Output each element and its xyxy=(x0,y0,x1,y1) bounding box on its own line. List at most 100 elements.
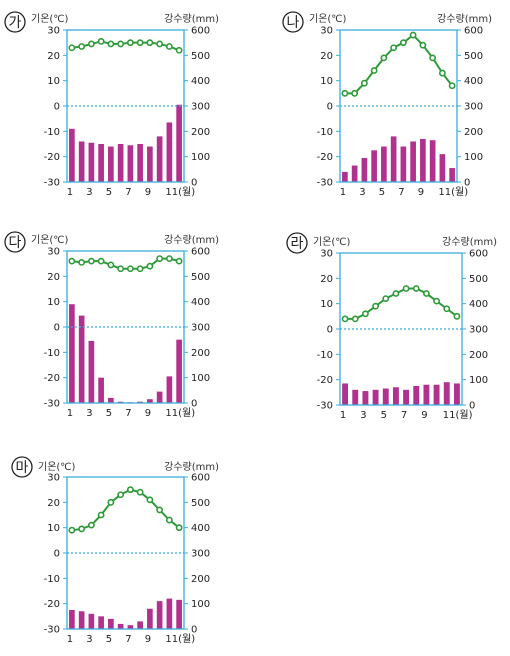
temp-tick-label: -10 xyxy=(317,127,333,138)
month-tick-label: 1 xyxy=(67,408,73,419)
temperature-point xyxy=(107,498,115,506)
temperature-point xyxy=(429,54,437,62)
precip-bar xyxy=(439,154,446,182)
temp-tick-label: 0 xyxy=(54,102,60,113)
temperature-point xyxy=(117,491,125,499)
temperature-point xyxy=(126,265,134,273)
precip-bar xyxy=(392,387,399,405)
temperature-point xyxy=(341,315,349,323)
precip-bar xyxy=(342,171,348,182)
precip-tick-label: 400 xyxy=(191,297,210,308)
temperature-point xyxy=(156,255,164,262)
precip-tick-label: 400 xyxy=(191,76,210,87)
precip-bar xyxy=(147,146,153,182)
precip-tick-label: 400 xyxy=(464,76,483,87)
precip-tick-label: 0 xyxy=(469,401,475,412)
month-tick-label: 11(월) xyxy=(443,409,473,421)
precip-bar xyxy=(147,399,153,403)
precip-bar xyxy=(342,383,349,405)
temp-tick-label: -30 xyxy=(44,399,60,410)
month-tick-label: 9 xyxy=(145,187,151,198)
precip-tick-label: 300 xyxy=(191,323,210,334)
temp-tick-label: 0 xyxy=(54,323,60,334)
temp-tick-label: 20 xyxy=(47,51,60,62)
precip-tick-label: 0 xyxy=(464,178,470,189)
temperature-point xyxy=(392,290,400,297)
precip-bar xyxy=(147,608,153,629)
temp-tick-label: 20 xyxy=(320,51,333,62)
precip-tick-label: 400 xyxy=(191,523,210,534)
temp-tick-label: -10 xyxy=(44,574,60,585)
temperature-point xyxy=(87,521,95,529)
temp-tick-label: 30 xyxy=(47,247,60,258)
precip-bar xyxy=(88,142,95,182)
precip-bar xyxy=(403,389,410,405)
month-tick-label: 7 xyxy=(125,634,131,645)
temp-tick-label: -20 xyxy=(317,375,333,386)
precip-bar xyxy=(443,382,450,405)
month-tick-label: 7 xyxy=(125,408,131,419)
month-tick-label: 7 xyxy=(398,187,404,198)
precip-tick-label: 400 xyxy=(469,299,488,310)
precip-bar xyxy=(390,136,397,182)
temperature-point xyxy=(156,506,164,514)
precip-bar xyxy=(156,136,163,182)
temp-axis-label: 기온(℃) xyxy=(38,461,76,473)
temperature-point xyxy=(362,310,369,318)
precip-bar xyxy=(400,146,407,182)
precip-axis-label: 강수량(mm) xyxy=(164,461,219,473)
month-tick-label: 5 xyxy=(379,187,385,198)
temp-tick-label: 0 xyxy=(54,549,60,560)
climate-chart-4: 라 기온(℃) 강수량(mm)3020100-10-20-3060050040030… xyxy=(286,232,497,421)
temp-tick-label: -20 xyxy=(44,152,60,163)
temperature-point xyxy=(438,69,446,77)
temperature-point xyxy=(68,257,76,265)
temp-axis-label: 기온(℃) xyxy=(31,13,69,25)
chart-label: 마 xyxy=(16,460,29,476)
precip-tick-label: 600 xyxy=(469,249,488,260)
temperature-point xyxy=(156,40,164,48)
temperature-line xyxy=(71,257,180,270)
temp-tick-label: 20 xyxy=(47,272,60,283)
precip-tick-label: 200 xyxy=(191,127,210,138)
temp-tick-label: 30 xyxy=(320,249,333,260)
temp-tick-label: 10 xyxy=(47,297,60,308)
temperature-point xyxy=(351,315,359,323)
temp-tick-label: 10 xyxy=(47,76,60,87)
temp-tick-label: -20 xyxy=(44,599,60,610)
precip-bar xyxy=(117,623,124,629)
temp-tick-label: -10 xyxy=(44,348,60,359)
month-tick-label: 1 xyxy=(67,634,73,645)
temperature-point xyxy=(68,44,76,52)
precip-tick-label: 200 xyxy=(191,574,210,585)
temp-tick-label: -30 xyxy=(317,178,333,189)
precip-bar xyxy=(78,141,85,182)
chart-label: 라 xyxy=(291,236,304,252)
temperature-point xyxy=(136,488,144,496)
chart-label-circle xyxy=(286,232,308,254)
precip-tick-label: 100 xyxy=(469,375,488,386)
precip-tick-label: 200 xyxy=(464,127,483,138)
precip-bar xyxy=(166,376,173,403)
month-tick-label: 3 xyxy=(86,634,92,645)
precip-tick-label: 500 xyxy=(191,498,210,509)
temp-tick-label: -30 xyxy=(317,401,333,412)
precip-tick-label: 100 xyxy=(464,152,483,163)
temperature-point xyxy=(175,46,183,54)
temperature-point xyxy=(107,261,115,269)
climate-chart-1: 가 기온(℃) 강수량(mm)3020100-10-20-3060050040030… xyxy=(4,11,219,198)
temperature-point xyxy=(78,258,86,266)
temperature-point xyxy=(146,39,154,47)
precip-bar xyxy=(117,144,124,182)
precip-tick-label: 300 xyxy=(191,102,210,113)
temperature-point xyxy=(360,79,368,87)
temperature-point xyxy=(372,302,379,310)
temperature-point xyxy=(433,297,440,305)
temp-tick-label: -10 xyxy=(44,127,60,138)
precip-tick-label: 0 xyxy=(191,399,197,410)
precip-bar xyxy=(166,598,173,629)
climate-chart-2: 나 기온(℃) 강수량(mm)3020100-10-20-3060050040030… xyxy=(282,11,492,198)
chart-label: 나 xyxy=(287,15,300,31)
month-tick-label: 9 xyxy=(145,634,151,645)
month-tick-label: 3 xyxy=(86,187,92,198)
